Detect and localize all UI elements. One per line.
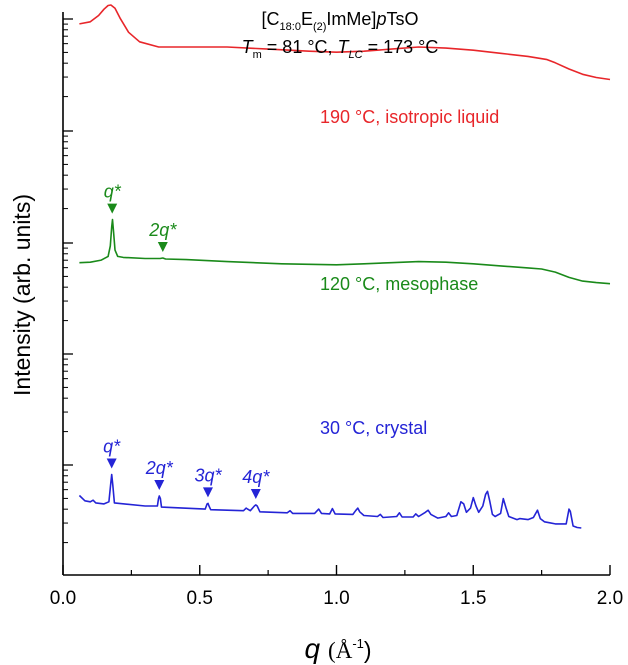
peak-label-2-3: 4q*: [242, 467, 270, 487]
peak-markers: q* 2q* q* 2q* 3q* 4q*: [103, 182, 270, 499]
axes: 0.0 0.5 1.0 1.5 2.0: [50, 12, 623, 609]
peak-label-1-0: q*: [104, 182, 122, 202]
peak-label-2-1: 2q*: [145, 458, 174, 478]
x-tick-label: 0.5: [187, 588, 213, 609]
peak-marker-1-0: [107, 203, 118, 214]
peak-label-1-1: 2q*: [148, 220, 177, 240]
series-layer: [78, 4, 611, 529]
x-tick-label: 1.5: [460, 588, 486, 609]
series-line-2: [78, 473, 582, 529]
x-tick-label: 1.0: [323, 588, 349, 609]
peak-marker-2-2: [202, 487, 213, 498]
peak-label-2-0: q*: [103, 437, 121, 457]
chart-title-line1: [C18:0E(2)ImMe]pTsO: [262, 9, 419, 33]
chart-title-line2: Tm = 81 °C, TLC = 173 °C: [242, 37, 439, 61]
x-tick-label: 0.0: [50, 588, 76, 609]
legend-label-crystal: 30 °C, crystal: [320, 418, 427, 438]
legend-label-mesophase: 120 °C, mesophase: [320, 274, 478, 294]
peak-marker-2-3: [250, 488, 261, 499]
legend-label-isotropic: 190 °C, isotropic liquid: [320, 107, 499, 127]
peak-marker-2-1: [154, 480, 165, 491]
peak-marker-2-0: [106, 458, 117, 469]
series-line-1: [79, 218, 611, 285]
peak-marker-1-1: [157, 241, 168, 252]
peak-label-2-2: 3q*: [194, 465, 222, 485]
y-axis-title: Intensity (arb. units): [9, 194, 35, 396]
series-line-0: [79, 4, 611, 81]
x-axis-title: q (Å-1): [304, 633, 371, 664]
x-tick-label: 2.0: [597, 588, 623, 609]
